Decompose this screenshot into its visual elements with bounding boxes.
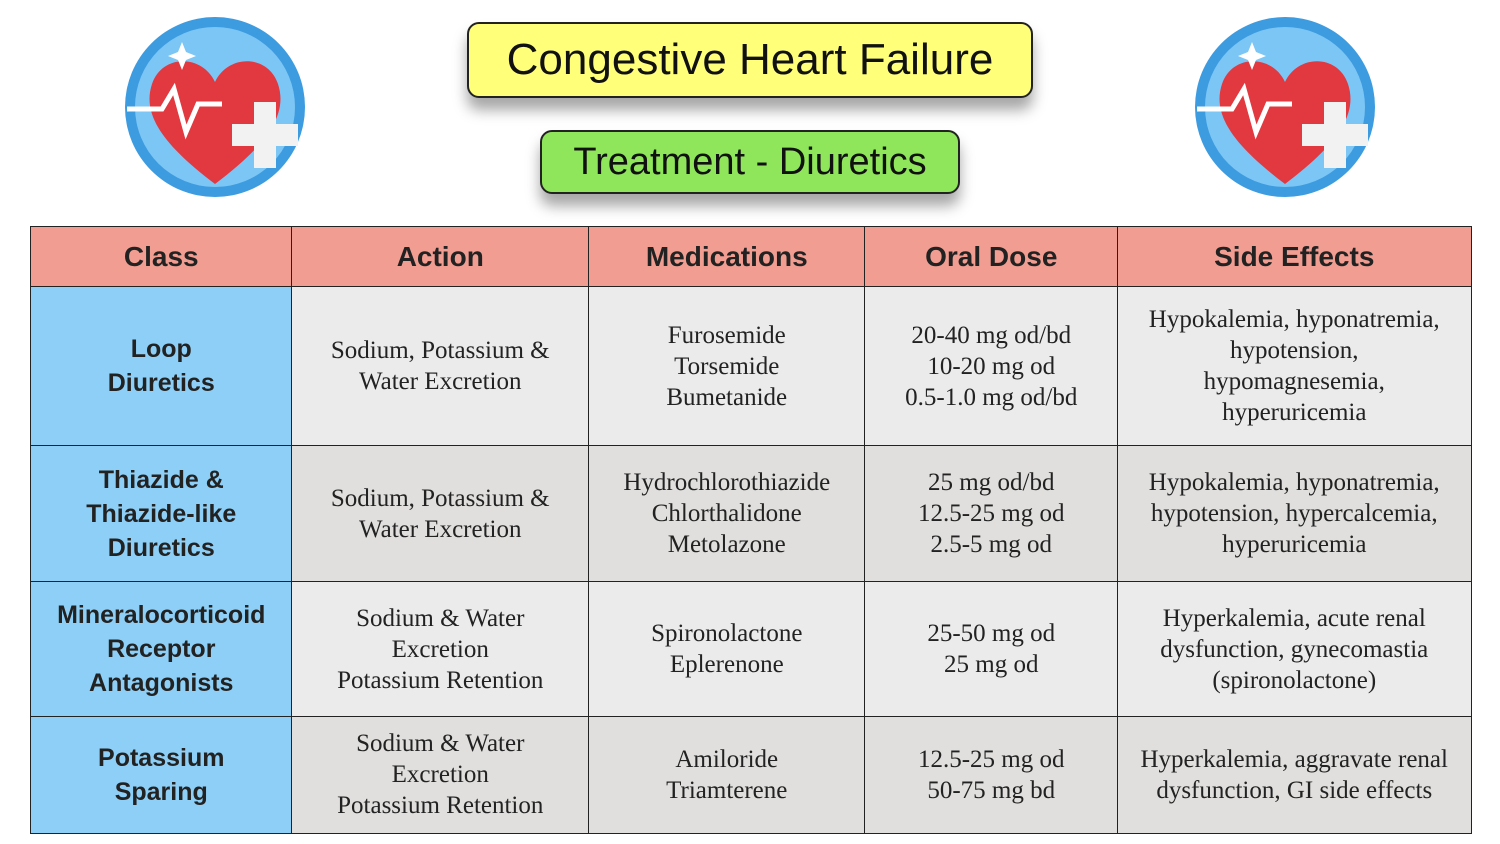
cell-line: Excretion bbox=[391, 635, 489, 663]
cell-line: Bumetanide bbox=[666, 383, 788, 411]
class-cell: Potassium Sparing bbox=[30, 716, 293, 834]
cell-line: Diuretics bbox=[107, 533, 215, 562]
cell-line: Antagonists bbox=[89, 669, 234, 698]
cell-line: Loop bbox=[130, 335, 192, 364]
cell-line: Sparing bbox=[114, 777, 208, 806]
header-cell: Oral Dose bbox=[864, 226, 1119, 288]
cell-line: 10-20 mg od bbox=[927, 352, 1056, 380]
class-cell: Mineralocorticoid Receptor Antagonists bbox=[30, 581, 293, 718]
table-cell: 12.5-25 mg od 50-75 mg bd bbox=[864, 716, 1119, 834]
cell-line: Torsemide bbox=[674, 352, 780, 380]
cell-line: Triamterene bbox=[666, 776, 788, 804]
cell-line: Diuretics bbox=[107, 369, 215, 398]
table-cell: Sodium & Water Excretion Potassium Retenti… bbox=[291, 581, 590, 718]
cell-line: Excretion bbox=[391, 761, 489, 789]
cell-line: Amiloride bbox=[675, 745, 779, 773]
heart-icon bbox=[125, 17, 305, 197]
cell-line: Hyperkalemia, acute renal bbox=[1162, 604, 1426, 632]
table-cell: Sodium, Potassium & Water Excretion bbox=[291, 445, 590, 583]
class-cell: Thiazide & Thiazide-like Diuretics bbox=[30, 445, 293, 583]
header-cell: Side Effects bbox=[1117, 226, 1472, 288]
table-cell: Amiloride Triamterene bbox=[588, 716, 866, 834]
cell-line: Furosemide bbox=[667, 321, 786, 349]
cell-line: 0.5-1.0 mg od/bd bbox=[905, 383, 1078, 411]
table-cell: 25 mg od/bd 12.5-25 mg od 2.5-5 mg od bbox=[864, 445, 1119, 583]
cell-line: Hydrochlorothiazide bbox=[623, 469, 831, 497]
cell-line: hyperuricemia bbox=[1222, 531, 1367, 559]
table-cell: 20-40 mg od/bd 10-20 mg od 0.5-1.0 mg od/b… bbox=[864, 286, 1119, 447]
cell-line: Hyperkalemia, aggravate renal bbox=[1140, 745, 1448, 773]
cell-line: Sodium, Potassium & bbox=[330, 484, 550, 512]
table-cell: Hyperkalemia, acute renal dysfunction, gy… bbox=[1117, 581, 1472, 718]
heart-icon bbox=[1195, 17, 1375, 197]
cell-line: hypotension, bbox=[1230, 337, 1359, 365]
table-cell: Hypokalemia, hyponatremia, hypotension, h… bbox=[1117, 445, 1472, 583]
cell-line: 12.5-25 mg od bbox=[917, 500, 1065, 528]
cell-line: 50-75 mg bd bbox=[927, 776, 1056, 804]
table-cell: Hydrochlorothiazide Chlorthalidone Metolaz… bbox=[588, 445, 866, 583]
cell-line: Receptor bbox=[107, 635, 216, 664]
cell-line: hyperuricemia bbox=[1222, 399, 1367, 427]
cell-line: Water Excretion bbox=[359, 515, 522, 543]
table-cell: Sodium, Potassium & Water Excretion bbox=[291, 286, 590, 447]
cell-line: 25 mg od/bd bbox=[928, 469, 1055, 497]
cell-line: Potassium Retention bbox=[337, 666, 544, 694]
cell-line: Potassium Retention bbox=[337, 792, 544, 820]
table-cell: Furosemide Torsemide Bumetanide bbox=[588, 286, 866, 447]
cell-line: Sodium & Water bbox=[356, 730, 525, 758]
cell-line: Hypokalemia, hyponatremia, bbox=[1148, 469, 1440, 497]
table-cell: Sodium & Water Excretion Potassium Retenti… bbox=[291, 716, 590, 834]
cell-line: Chlorthalidone bbox=[651, 500, 802, 528]
cell-line: hypomagnesemia, bbox=[1203, 368, 1385, 396]
cell-line: Metolazone bbox=[667, 531, 786, 559]
cell-line: Sodium, Potassium & bbox=[330, 337, 550, 365]
header-cell: Class bbox=[30, 226, 293, 288]
cell-line: Spironolactone bbox=[651, 620, 803, 648]
cell-line: 2.5-5 mg od bbox=[930, 531, 1053, 559]
cell-line: Thiazide & bbox=[98, 465, 224, 494]
table-cell: Hypokalemia, hyponatremia, hypotension, hy… bbox=[1117, 286, 1472, 447]
cell-line: Eplerenone bbox=[669, 651, 784, 679]
cell-line: Water Excretion bbox=[359, 368, 522, 396]
cell-line: hypotension, hypercalcemia, bbox=[1150, 500, 1438, 528]
cell-line: (spironolactone) bbox=[1212, 666, 1377, 694]
cell-line: 25 mg od bbox=[944, 651, 1039, 679]
table-cell: 25-50 mg od 25 mg od bbox=[864, 581, 1119, 718]
cell-line: Sodium & Water bbox=[356, 604, 525, 632]
table-cell: Hyperkalemia, aggravate renal dysfunction… bbox=[1117, 716, 1472, 834]
header-cell: Action bbox=[291, 226, 590, 288]
cell-line: Hypokalemia, hyponatremia, bbox=[1148, 306, 1440, 334]
cell-line: dysfunction, gynecomastia bbox=[1160, 635, 1429, 663]
cell-line: Mineralocorticoid bbox=[57, 601, 266, 630]
subtitle: Treatment - Diuretics bbox=[540, 130, 960, 194]
title: Congestive Heart Failure bbox=[467, 22, 1033, 98]
cell-line: Potassium bbox=[98, 743, 225, 772]
cell-line: Thiazide-like bbox=[86, 499, 237, 528]
cell-line: dysfunction, GI side effects bbox=[1156, 776, 1433, 804]
table-cell: Spironolactone Eplerenone bbox=[588, 581, 866, 718]
header-cell: Medications bbox=[588, 226, 866, 288]
cell-line: 25-50 mg od bbox=[927, 620, 1056, 648]
cell-line: 20-40 mg od/bd bbox=[911, 321, 1072, 349]
class-cell: Loop Diuretics bbox=[30, 286, 293, 447]
cell-line: 12.5-25 mg od bbox=[917, 745, 1065, 773]
